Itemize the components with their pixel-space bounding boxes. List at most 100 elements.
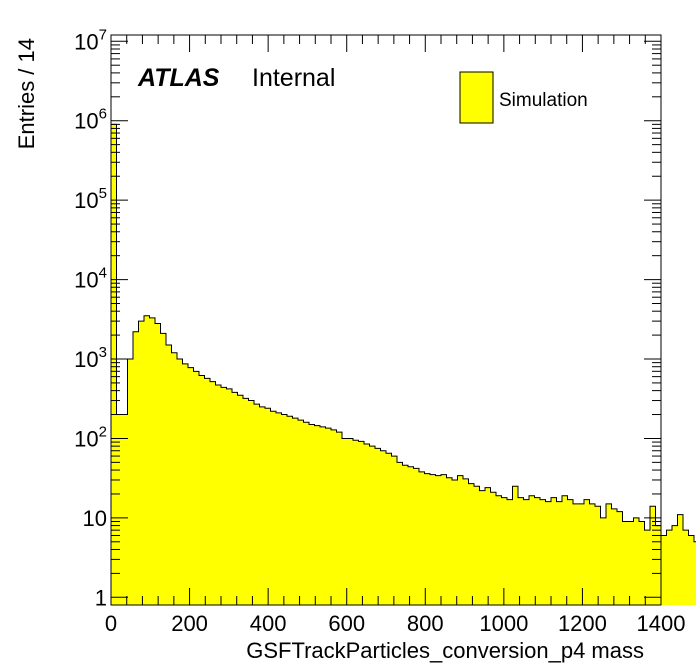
plot-frame bbox=[110, 34, 662, 606]
histogram-bin bbox=[633, 517, 640, 605]
histogram-bin bbox=[688, 535, 695, 605]
histogram-bin bbox=[650, 506, 656, 605]
x-tick-label: 1400 bbox=[637, 611, 686, 636]
histogram-bin bbox=[325, 428, 332, 605]
histogram-bin bbox=[386, 453, 392, 605]
y-tick-label: 103 bbox=[74, 344, 107, 372]
histogram-bin bbox=[567, 499, 574, 605]
histogram-bin bbox=[578, 503, 585, 605]
histogram-bin bbox=[292, 418, 299, 605]
histogram-bin bbox=[226, 388, 233, 605]
histogram-bin bbox=[375, 448, 381, 605]
histogram-bin bbox=[457, 475, 464, 605]
x-tick-label: 1000 bbox=[479, 611, 528, 636]
histogram-bin bbox=[518, 497, 524, 605]
axis-ticks bbox=[110, 35, 662, 605]
x-axis-title: GSFTrackParticles_conversion_p4 mass bbox=[246, 638, 644, 663]
histogram-bin bbox=[155, 323, 161, 605]
histogram-bin bbox=[501, 497, 508, 605]
histogram-bin bbox=[672, 525, 678, 605]
histogram-bin bbox=[507, 499, 513, 605]
y-tick-label: 10 bbox=[83, 506, 107, 531]
histogram-bin bbox=[391, 456, 398, 605]
y-tick-label: 104 bbox=[74, 265, 107, 293]
x-tick-label: 800 bbox=[407, 611, 444, 636]
histogram-bin bbox=[331, 429, 337, 605]
histogram-bin bbox=[237, 395, 244, 605]
histogram-bin bbox=[655, 525, 662, 605]
histogram-bin bbox=[540, 499, 546, 605]
histogram-bin bbox=[600, 517, 607, 605]
histogram-bin bbox=[270, 411, 277, 605]
histogram-bin bbox=[413, 468, 420, 605]
histogram-bin bbox=[512, 486, 519, 605]
x-tick-label: 0 bbox=[105, 611, 117, 636]
histogram-bin bbox=[435, 475, 442, 605]
y-tick-label: 105 bbox=[74, 185, 107, 213]
histogram-bin bbox=[611, 508, 618, 605]
histogram-bin bbox=[617, 511, 623, 605]
legend-label-simulation: Simulation bbox=[499, 90, 588, 111]
x-tick-label: 200 bbox=[171, 611, 208, 636]
histogram-bin bbox=[529, 495, 535, 605]
histogram-bin bbox=[336, 432, 343, 605]
histogram-bin bbox=[622, 521, 629, 605]
histogram-bin bbox=[490, 492, 497, 605]
histogram-bin bbox=[419, 471, 425, 605]
histogram-bin bbox=[215, 385, 222, 605]
histogram-bin bbox=[314, 425, 321, 605]
histogram-bin bbox=[452, 479, 458, 605]
histogram-bin bbox=[254, 404, 260, 605]
histogram-outline bbox=[110, 123, 696, 605]
histogram-bin bbox=[364, 444, 370, 605]
x-tick-label: 400 bbox=[250, 611, 287, 636]
histogram-bin bbox=[309, 424, 315, 605]
histogram-bin bbox=[474, 486, 480, 605]
histogram-bin bbox=[182, 363, 189, 605]
histogram-bin bbox=[628, 521, 634, 605]
y-axis-title: Entries / 14 bbox=[14, 38, 39, 149]
histogram-bin bbox=[320, 426, 326, 605]
histogram-bin bbox=[666, 530, 673, 605]
histogram-bin bbox=[589, 503, 596, 605]
histogram-bin bbox=[380, 450, 387, 605]
histogram-bin bbox=[551, 497, 557, 605]
y-tick-label: 102 bbox=[74, 423, 107, 451]
histogram-bin bbox=[122, 414, 128, 605]
histogram-bin bbox=[188, 367, 194, 605]
histogram-bin bbox=[644, 530, 651, 605]
tick-labels: 0 200 400 600 800 1000 1200 1400 1 10 102 103 104 105… bbox=[74, 26, 685, 636]
histogram-bin bbox=[276, 412, 282, 605]
histogram-bin bbox=[639, 521, 645, 605]
histogram-bin bbox=[661, 535, 667, 605]
histogram-bin bbox=[694, 541, 696, 605]
histogram-bin bbox=[496, 495, 502, 605]
histogram-bin bbox=[133, 331, 139, 605]
histogram-bin bbox=[683, 530, 689, 605]
histogram-bin bbox=[369, 446, 376, 605]
histogram-bin bbox=[358, 441, 365, 605]
histogram-bin bbox=[204, 378, 211, 605]
histogram-bin bbox=[193, 371, 200, 605]
internal-label: Internal bbox=[252, 64, 335, 92]
histogram-bin bbox=[111, 124, 117, 605]
atlas-label: ATLAS bbox=[137, 64, 220, 92]
histogram-bin bbox=[430, 474, 436, 605]
histogram-bin bbox=[199, 375, 205, 605]
histogram-bin bbox=[353, 440, 359, 605]
histogram-bin bbox=[534, 497, 541, 605]
y-tick-label: 1 bbox=[95, 585, 107, 610]
histogram-bin bbox=[556, 501, 563, 605]
histogram-bin bbox=[468, 483, 475, 605]
histogram-bin bbox=[116, 414, 123, 605]
histogram-bin bbox=[479, 490, 486, 605]
histogram-bin bbox=[424, 473, 431, 605]
histogram-bin bbox=[265, 408, 271, 605]
histogram-bin bbox=[171, 352, 178, 605]
histogram-bin bbox=[584, 499, 590, 605]
histogram-bin bbox=[342, 438, 348, 605]
histogram-bin bbox=[485, 487, 491, 605]
histogram-bin bbox=[441, 474, 447, 605]
histogram-bin bbox=[595, 506, 601, 605]
